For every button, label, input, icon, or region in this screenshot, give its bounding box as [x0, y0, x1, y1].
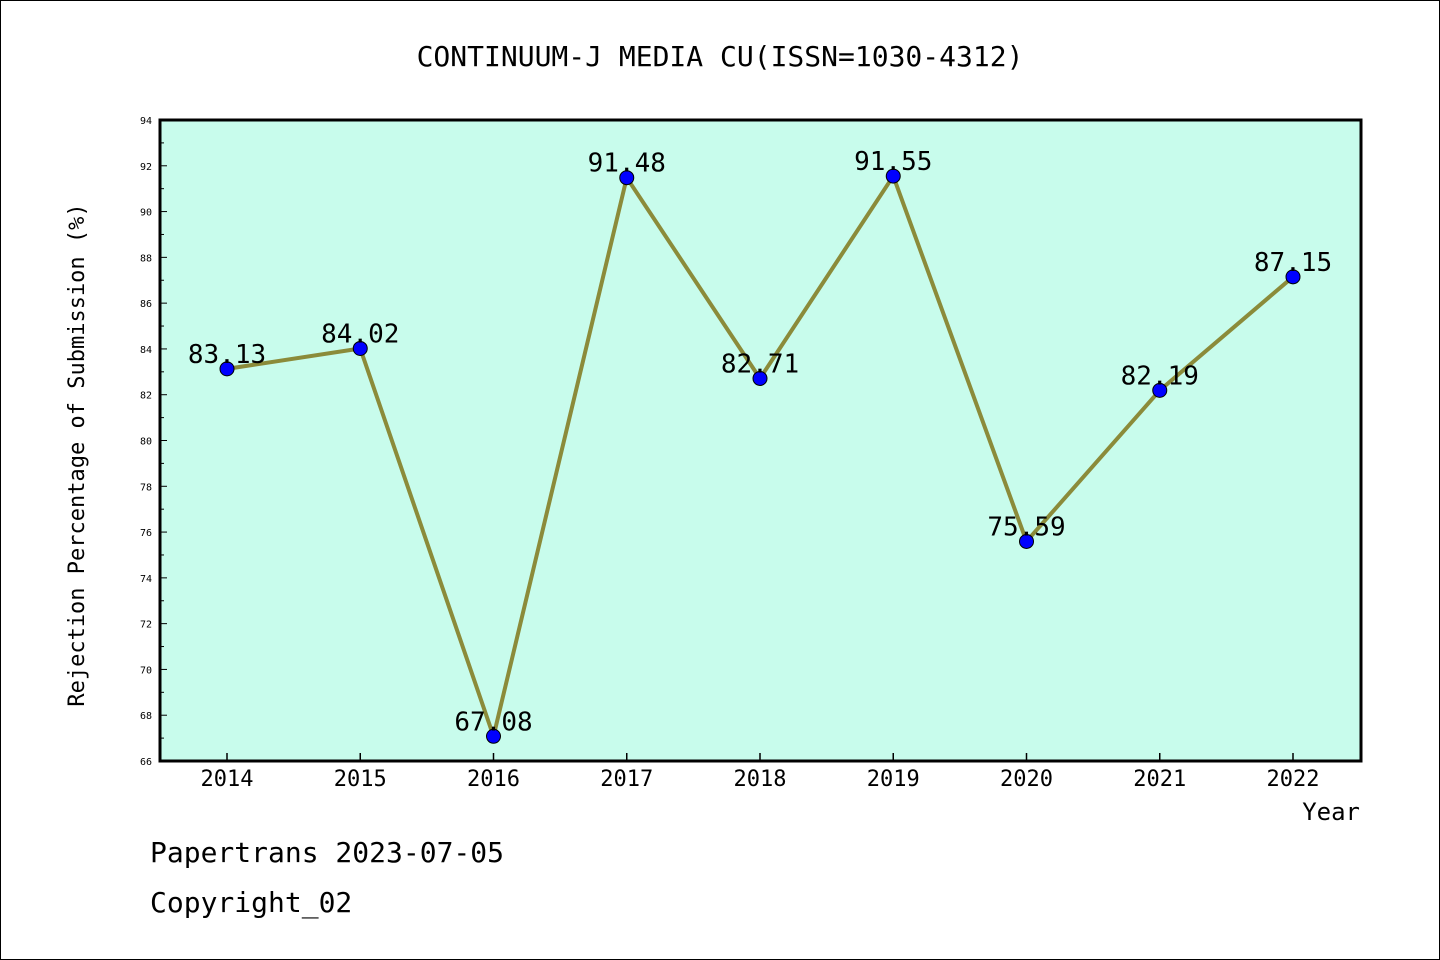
data-label: 87.15 [1254, 248, 1332, 278]
data-label: 91.55 [854, 147, 932, 177]
data-label: 84.02 [321, 319, 399, 349]
x-axis-label: Year [1302, 798, 1360, 826]
x-tick-label: 2016 [467, 767, 520, 792]
data-label: 83.13 [188, 340, 266, 370]
y-axis: 66 68 70 72 74 76 78 80 82 84 86 88 90 92 94 [140, 116, 167, 768]
data-point [486, 728, 501, 744]
y-axis-label: Rejection Percentage of Submission (%) [65, 203, 90, 706]
x-tick-label: 2015 [334, 767, 387, 792]
data-point [1285, 269, 1301, 285]
x-tick-label: 2014 [201, 767, 254, 792]
x-tick-label: 2020 [1000, 767, 1053, 792]
y-tick-label: 86 [140, 299, 152, 310]
copyright-text: Copyright_02 [150, 886, 353, 919]
y-tick-label: 84 [140, 345, 152, 356]
x-tick-label: 2017 [600, 767, 653, 792]
data-label: 82.71 [721, 349, 799, 379]
data-point [752, 370, 768, 386]
x-tick-label: 2021 [1133, 767, 1186, 792]
y-tick-label: 88 [140, 253, 152, 264]
y-tick-label: 66 [140, 757, 152, 768]
x-tick-label: 2022 [1267, 767, 1320, 792]
x-tick-label: 2019 [867, 767, 920, 792]
data-label: 91.48 [588, 149, 666, 179]
data-point [352, 340, 368, 356]
y-tick-label: 70 [140, 665, 152, 676]
y-tick-label: 92 [140, 162, 152, 173]
y-tick-label: 72 [140, 620, 152, 631]
data-label: 82.19 [1121, 361, 1199, 391]
plot-area [158, 118, 1363, 763]
data-point [1019, 533, 1034, 549]
y-tick-label: 74 [140, 574, 152, 585]
y-tick-label: 94 [140, 116, 152, 127]
data-point [219, 361, 235, 377]
y-tick-label: 78 [140, 482, 152, 493]
x-axis: 2014 2015 2016 2017 2018 2019 2020 2021 2022 [201, 753, 1320, 792]
x-tick-label: 2018 [734, 767, 787, 792]
data-points [219, 168, 1301, 744]
y-tick-label: 80 [140, 437, 152, 448]
credit-text: Papertrans 2023-07-05 [150, 836, 505, 869]
data-label: 75.59 [987, 512, 1065, 542]
data-label: 67.08 [454, 707, 532, 737]
data-point [885, 168, 901, 184]
y-tick-label: 76 [140, 528, 152, 539]
y-tick-label: 82 [140, 391, 152, 402]
data-point [619, 170, 635, 186]
y-tick-label: 68 [140, 711, 152, 722]
chart-title: CONTINUUM-J MEDIA CU(ISSN=1030-4312) [417, 40, 1024, 73]
data-labels: 83.13 84.02 67.08 91.48 82.71 91.55 75.59 82.19… [188, 147, 1332, 737]
data-point [1152, 382, 1168, 398]
y-tick-label: 90 [140, 208, 152, 219]
